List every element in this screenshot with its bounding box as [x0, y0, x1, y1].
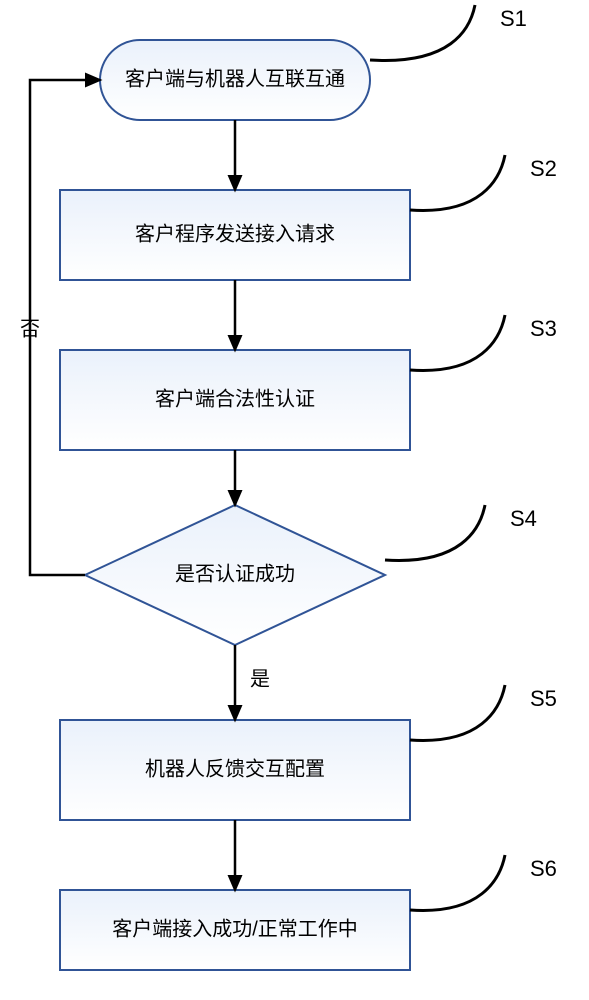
node-s3: 客户端合法性认证 [60, 350, 410, 450]
node-s1-label: 客户端与机器人互联互通 [125, 67, 345, 90]
callout-leader [410, 155, 505, 210]
callout-leader [370, 5, 475, 60]
edge-no-label: 否 [20, 318, 40, 340]
node-s4-label: 是否认证成功 [175, 562, 295, 585]
callout-leader [410, 855, 505, 910]
edge-yes-label: 是 [250, 668, 270, 690]
node-s5-label: 机器人反馈交互配置 [145, 757, 325, 780]
node-s5: 机器人反馈交互配置 [60, 720, 410, 820]
step-label-s5: S5 [530, 686, 557, 711]
callout-leader [410, 685, 505, 740]
node-s6: 客户端接入成功/正常工作中 [60, 890, 410, 970]
callout-leader [410, 315, 505, 370]
step-label-s1: S1 [500, 6, 527, 31]
node-s2-label: 客户程序发送接入请求 [135, 222, 335, 245]
node-s1: 客户端与机器人互联互通 [100, 40, 370, 120]
callout-leader [385, 505, 485, 560]
node-s2: 客户程序发送接入请求 [60, 190, 410, 280]
node-s6-label: 客户端接入成功/正常工作中 [112, 917, 358, 940]
step-label-s2: S2 [530, 156, 557, 181]
step-label-s4: S4 [510, 506, 537, 531]
node-s3-label: 客户端合法性认证 [155, 387, 315, 410]
node-s4: 是否认证成功 [85, 505, 385, 645]
edge-no-loop [30, 80, 100, 575]
step-label-s6: S6 [530, 856, 557, 881]
step-label-s3: S3 [530, 316, 557, 341]
